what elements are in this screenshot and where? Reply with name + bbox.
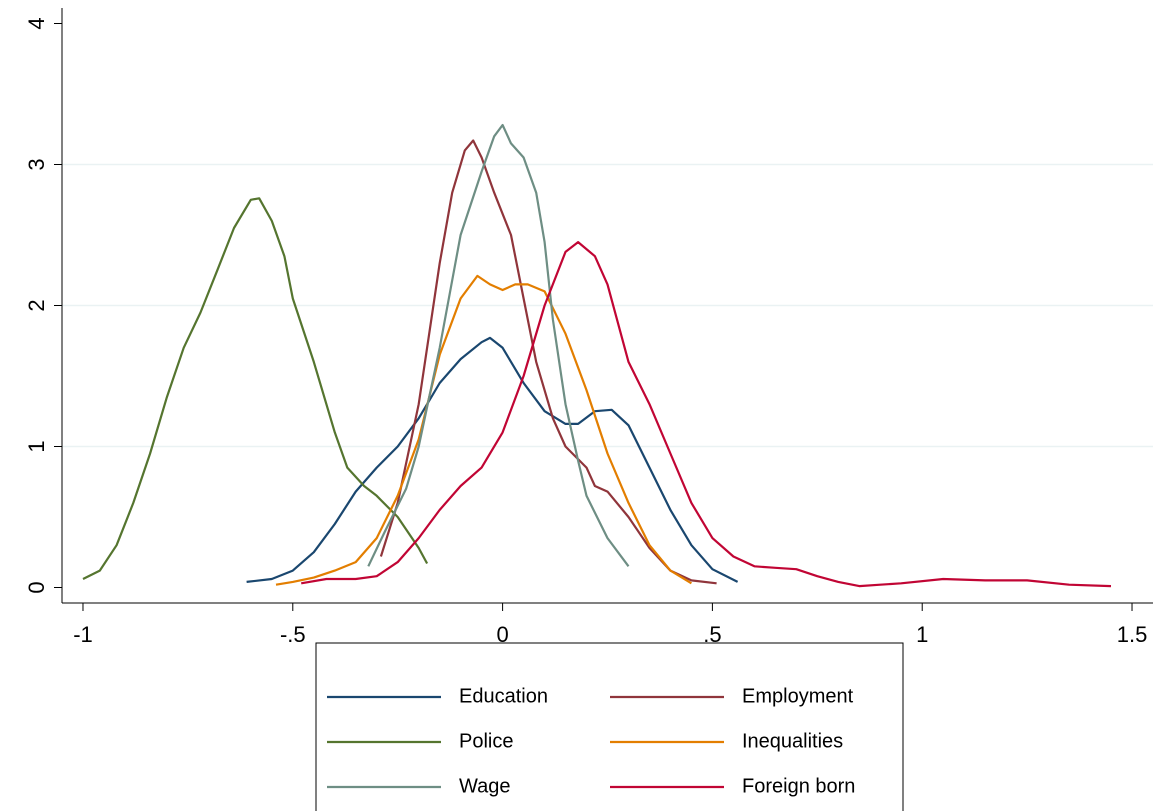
density-line (367, 123, 630, 567)
legend-label: Education (459, 685, 548, 707)
legend-label: Wage (459, 775, 511, 797)
legend-label: Police (459, 730, 513, 752)
y-tick-label: 2 (24, 299, 49, 311)
legend-label: Foreign born (742, 775, 855, 797)
density-line (275, 274, 692, 586)
x-tick-label: -1 (73, 622, 93, 647)
density-line (379, 139, 717, 585)
legend-label: Inequalities (742, 730, 843, 752)
x-tick-label: 1 (916, 622, 928, 647)
y-tick-label: 4 (24, 17, 49, 29)
y-tick-label: 0 (24, 581, 49, 593)
legend-box (315, 642, 904, 811)
density-line (82, 197, 429, 580)
density-line (301, 241, 1112, 588)
density-line (246, 336, 739, 583)
legend: Education Employment Police Inequalities Wag… (327, 685, 855, 797)
legend-label: Employment (742, 685, 854, 707)
x-tick-label: .5 (703, 622, 721, 647)
y-tick-label: 3 (24, 158, 49, 170)
x-tick-label: 0 (496, 622, 508, 647)
y-tick-label: 1 (24, 440, 49, 452)
grid (62, 163, 1153, 448)
x-tick-label: 1.5 (1117, 622, 1148, 647)
x-tick-label: -.5 (280, 622, 306, 647)
